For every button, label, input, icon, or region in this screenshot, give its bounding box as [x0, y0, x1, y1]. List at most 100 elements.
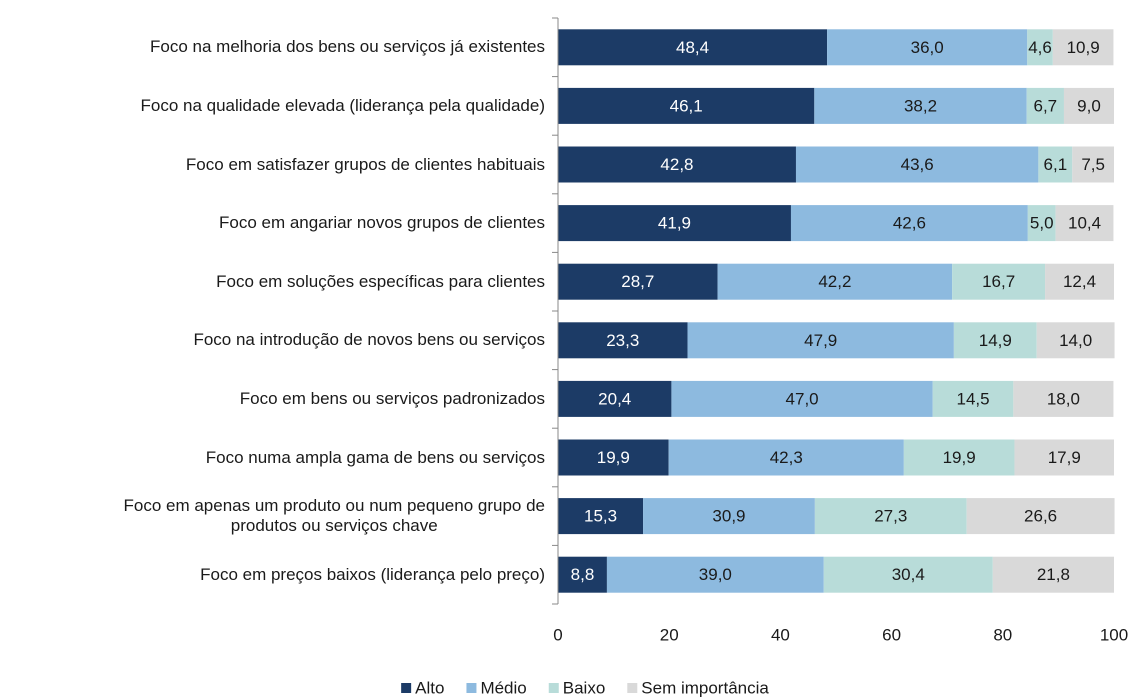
data-label: 15,3 [584, 507, 617, 526]
data-label: 27,3 [874, 507, 907, 526]
bar-segment [558, 263, 718, 300]
bar-segment [1045, 263, 1114, 300]
bar-segment [795, 146, 1039, 183]
data-label: 19,9 [597, 448, 630, 467]
legend-label: Médio [480, 678, 526, 697]
bar-segment [558, 556, 607, 593]
category-label: Foco em bens ou serviços padronizados [239, 388, 545, 408]
data-label: 47,0 [786, 389, 819, 408]
bar-segment [687, 322, 954, 359]
x-tick-label: 20 [660, 625, 679, 644]
bar-segment [823, 556, 993, 593]
bar-segment [952, 263, 1046, 300]
bar-segment [1026, 87, 1064, 124]
data-label: 46,1 [670, 96, 703, 115]
category-label: Foco em angariar novos grupos de cliente… [218, 213, 545, 233]
legend-label: Baixo [563, 678, 606, 697]
data-label: 26,6 [1024, 507, 1057, 526]
data-label: 18,0 [1047, 389, 1080, 408]
data-label: 6,7 [1034, 96, 1058, 115]
bar-segment [606, 556, 824, 593]
bar-segment [1038, 146, 1073, 183]
data-label: 16,7 [982, 272, 1015, 291]
bar-segment [932, 380, 1014, 417]
bar-segment [1052, 29, 1114, 66]
data-label: 17,9 [1048, 448, 1081, 467]
data-label: 39,0 [699, 565, 732, 584]
data-label: 14,9 [979, 331, 1012, 350]
data-label: 30,9 [712, 507, 745, 526]
data-label: 41,9 [658, 214, 691, 233]
data-label: 42,8 [660, 155, 693, 174]
bar-segment [558, 205, 791, 242]
data-label: 19,9 [943, 448, 976, 467]
data-label: 5,0 [1030, 214, 1054, 233]
bar-segment [668, 439, 904, 476]
data-label: 42,2 [818, 272, 851, 291]
bar-segment [790, 205, 1028, 242]
x-tick-label: 80 [993, 625, 1012, 644]
data-label: 28,7 [621, 272, 654, 291]
data-label: 8,8 [571, 565, 595, 584]
data-label: 42,6 [893, 214, 926, 233]
data-label: 23,3 [606, 331, 639, 350]
bar-segment [1027, 205, 1056, 242]
bar-segment [643, 498, 815, 535]
bar-segment [992, 556, 1114, 593]
bar-segment [1013, 380, 1114, 417]
bar-segment [558, 322, 688, 359]
bar-segment [558, 380, 672, 417]
bar-segment [558, 29, 828, 66]
bar-segment [1036, 322, 1115, 359]
category-label: Foco na qualidade elevada (liderança pel… [140, 95, 545, 115]
bar-segment [558, 439, 669, 476]
bar-segment [953, 322, 1037, 359]
data-label: 7,5 [1081, 155, 1105, 174]
legend-label: Sem importância [641, 678, 769, 697]
bar-segment [814, 87, 1027, 124]
category-label: Foco na melhoria dos bens ou serviços já… [150, 37, 545, 57]
bar-segment [558, 146, 796, 183]
data-label: 42,3 [770, 448, 803, 467]
data-label: 6,1 [1044, 155, 1068, 174]
x-tick-label: 60 [882, 625, 901, 644]
bar-segment [717, 263, 953, 300]
legend-swatch [627, 683, 638, 693]
data-label: 21,8 [1037, 565, 1070, 584]
legend-label: Alto [415, 678, 444, 697]
data-label: 10,4 [1068, 214, 1101, 233]
category-label: Foco numa ampla gama de bens ou serviços [205, 447, 545, 467]
data-label: 36,0 [911, 38, 944, 57]
category-label: Foco em apenas um produto ou num pequeno… [123, 496, 545, 536]
data-label: 14,0 [1059, 331, 1092, 350]
category-label: Foco na introdução de novos bens ou serv… [193, 330, 545, 350]
bar-segment [966, 498, 1115, 535]
legend-swatch [466, 683, 477, 693]
bar-segment [1063, 87, 1114, 124]
data-label: 20,4 [598, 389, 631, 408]
legend-swatch [548, 683, 559, 693]
data-label: 14,5 [957, 389, 990, 408]
bar-segment [558, 498, 644, 535]
category-label: Foco em soluções específicas para client… [216, 271, 545, 291]
bar-segment [1014, 439, 1114, 476]
data-label: 38,2 [904, 96, 937, 115]
data-label: 12,4 [1063, 272, 1096, 291]
bar-segment [814, 498, 967, 535]
bar-segment [558, 87, 815, 124]
bar-segment [671, 380, 933, 417]
x-tick-label: 40 [771, 625, 790, 644]
data-label: 48,4 [676, 38, 709, 57]
data-label: 43,6 [901, 155, 934, 174]
data-label: 10,9 [1067, 38, 1100, 57]
category-label: Foco em satisfazer grupos de clientes ha… [185, 154, 545, 174]
x-tick-label: 100 [1100, 625, 1128, 644]
x-tick-label: 0 [553, 625, 562, 644]
data-label: 9,0 [1077, 96, 1101, 115]
bar-segment [1055, 205, 1114, 242]
data-label: 47,9 [804, 331, 837, 350]
category-label: Foco em preços baixos (liderança pelo pr… [200, 564, 545, 584]
data-label: 30,4 [892, 565, 925, 584]
legend-swatch [401, 683, 412, 693]
